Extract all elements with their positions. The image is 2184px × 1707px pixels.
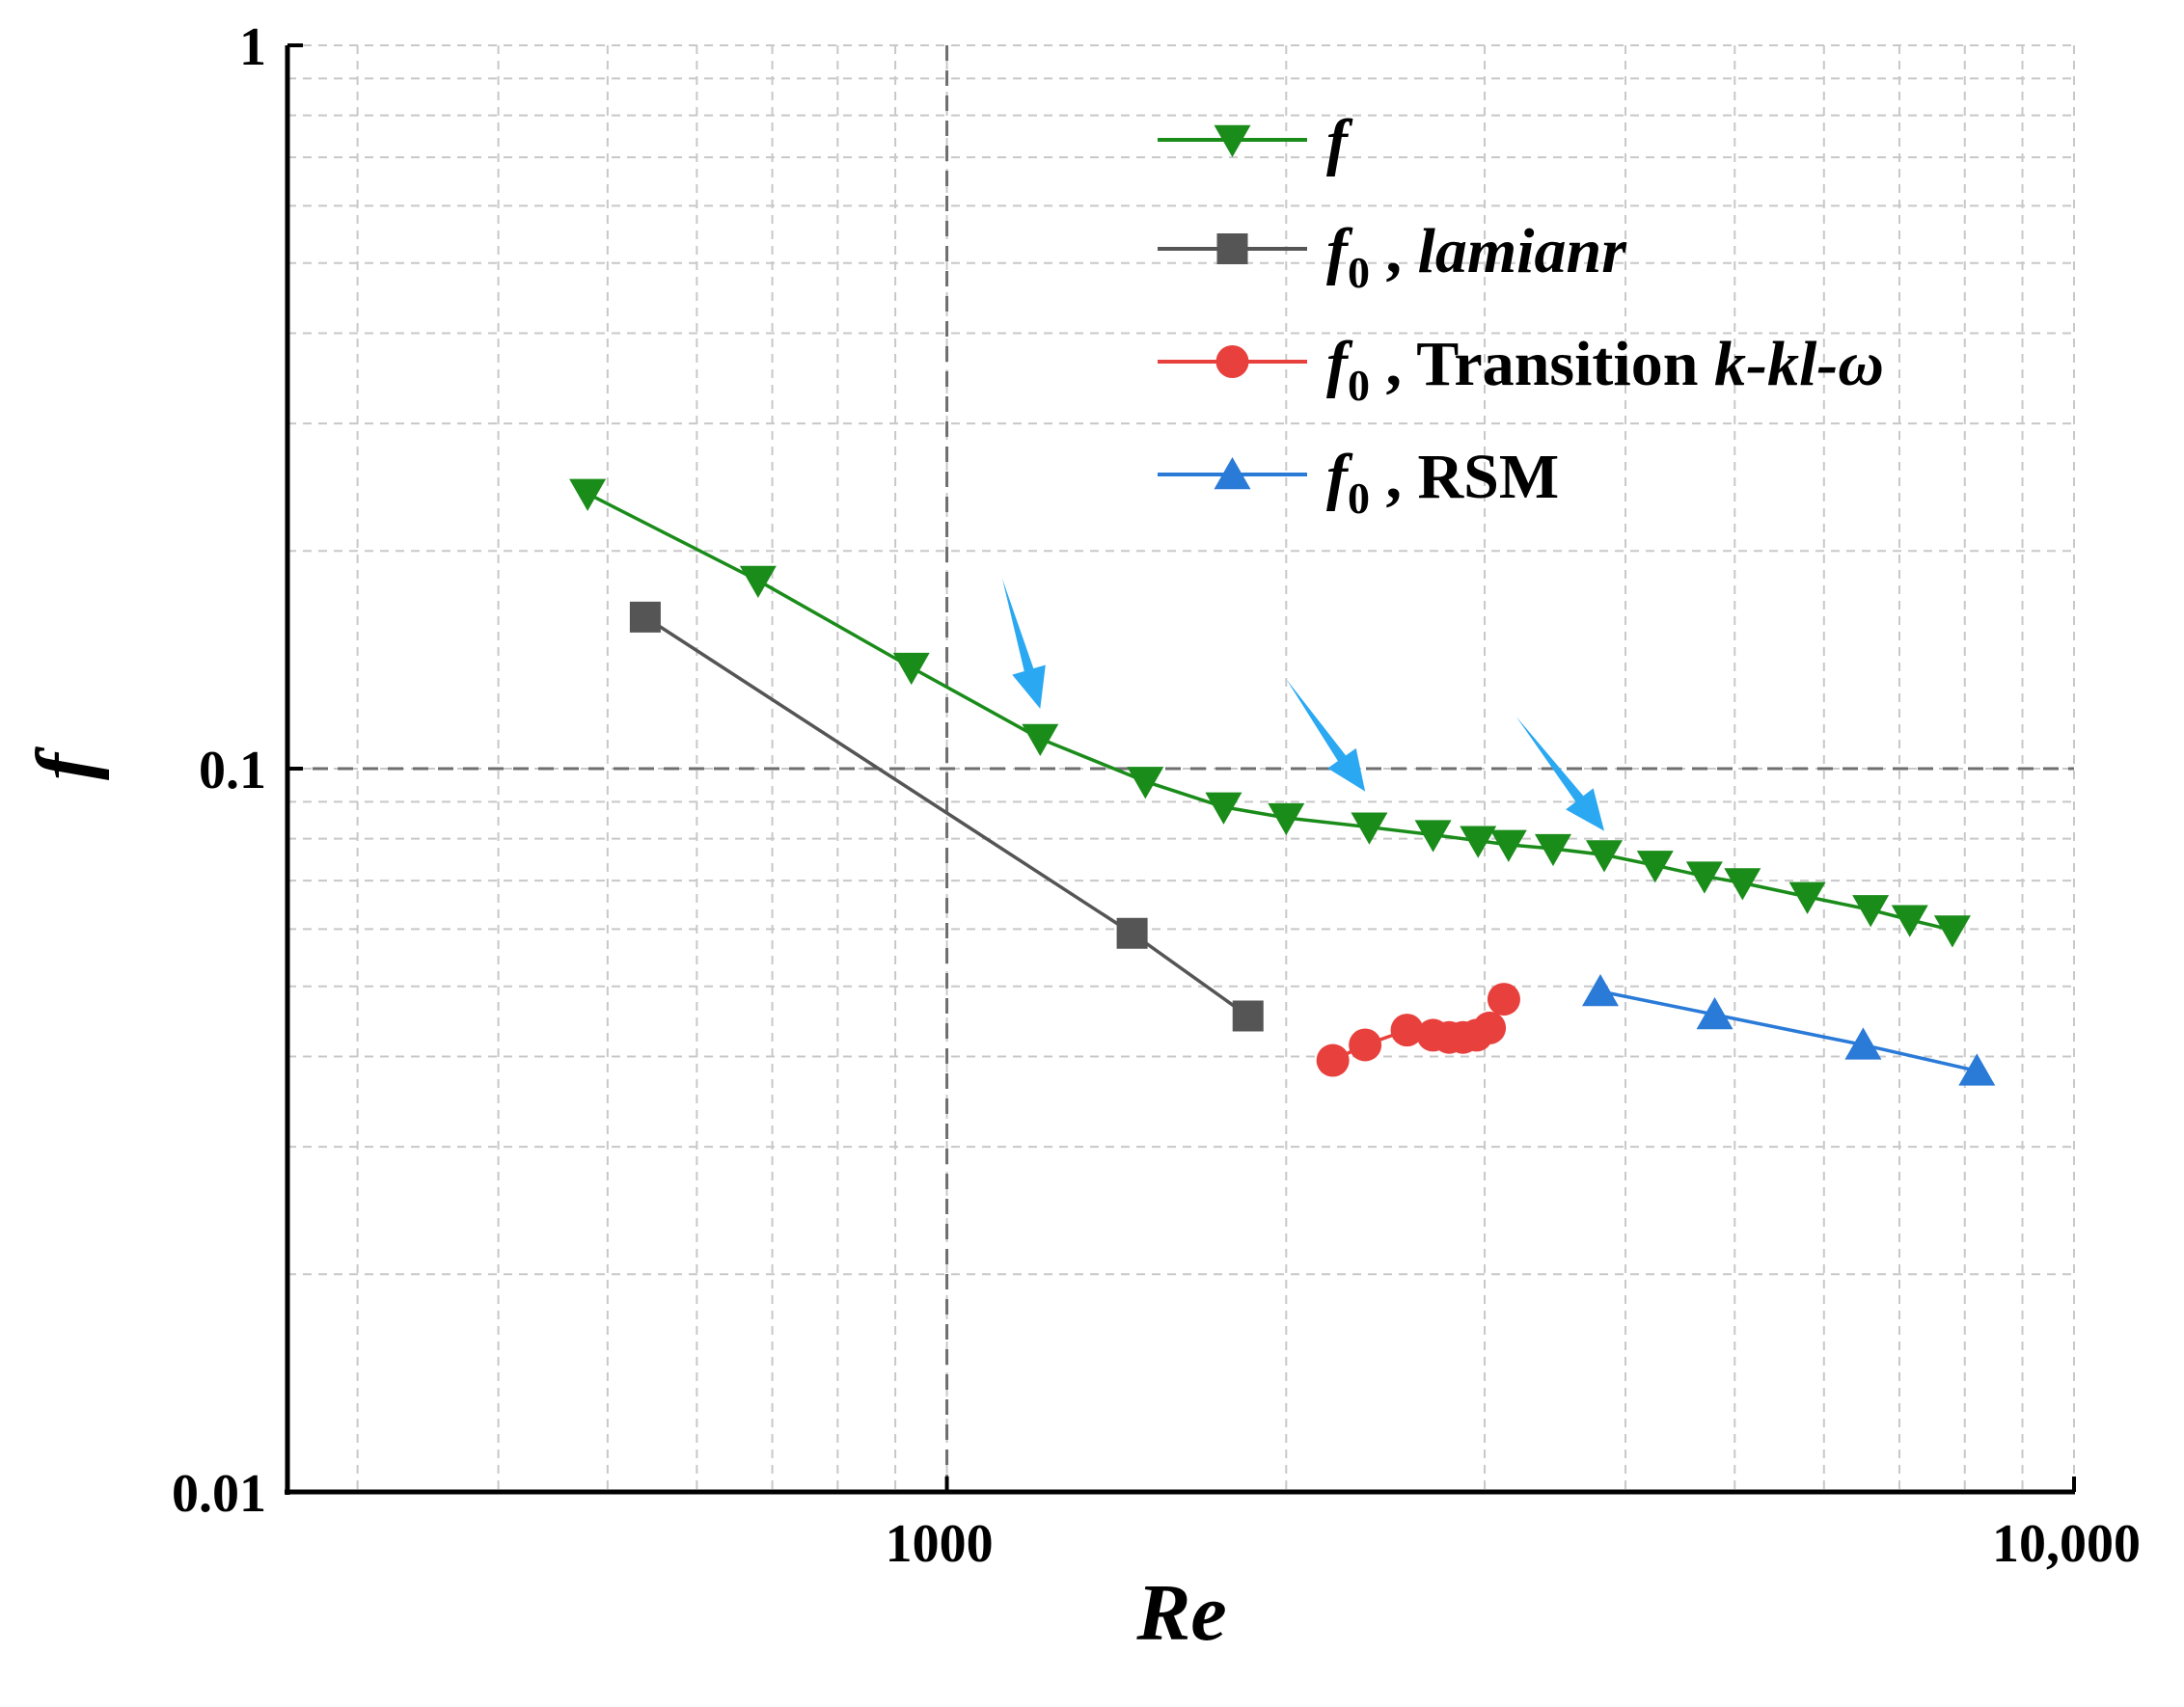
data-point [1489,829,1527,862]
data-point [892,652,930,686]
legend-item-2: f0 , Transition k-kl-ω [1158,329,1884,410]
legend-swatch-marker [1214,124,1251,158]
data-point [1891,905,1928,937]
series-layer [569,478,1996,1086]
data-point [1534,833,1571,867]
annotation-arrow [1286,679,1366,792]
data-point [1473,1011,1507,1044]
legend-label: f0 , RSM [1326,442,1559,523]
data-point [1696,997,1734,1030]
data-point [1349,1028,1382,1062]
data-point [1316,1043,1350,1077]
data-point [1205,792,1242,825]
series-1 [629,601,1264,1032]
x-axis-title: Re [1135,1568,1226,1658]
data-point [1232,1000,1264,1032]
data-point [1460,826,1497,858]
data-point [1022,723,1059,757]
data-point [1585,840,1623,873]
data-point [1958,1053,1996,1086]
legend-swatch-marker [1214,456,1251,490]
annotation-arrow [1515,717,1604,831]
legend-swatch-marker [1216,233,1248,264]
data-point [1852,895,1890,928]
legend-label: f0 , lamianr [1326,216,1627,297]
data-point [1487,983,1520,1016]
series-line [1599,989,1978,1073]
legend-item-1: f0 , lamianr [1158,216,1627,297]
data-point [569,478,607,511]
series-0 [569,478,1971,948]
reference-lines [287,45,2074,1492]
data-point [1933,915,1971,948]
data-point [1390,1014,1424,1047]
data-point [1582,973,1620,1007]
x-tick-label: 10,000 [1992,1514,2141,1574]
legend-item-3: f0 , RSM [1158,442,1559,523]
data-point [1636,851,1674,883]
y-tick-label: 0.1 [199,741,266,800]
data-point [739,565,777,598]
data-point [1127,767,1164,799]
legend-label: f0 , Transition k-kl-ω [1326,329,1884,410]
data-point [629,601,661,633]
series-2 [1316,983,1520,1077]
ticks: 0.01 0.1 1 1000 10,000 [172,17,2141,1574]
annotation-arrow [1002,579,1046,709]
data-point [1116,917,1148,949]
data-point [1685,861,1723,894]
annotations [1002,579,1604,831]
data-point [1788,881,1826,914]
data-point [1724,868,1761,901]
data-point [1844,1027,1882,1060]
y-tick-label: 1 [239,17,266,77]
y-tick-label: 0.01 [172,1464,266,1524]
grid [287,44,2075,1492]
data-point [1268,802,1305,836]
data-point [1351,812,1388,845]
data-point [1414,820,1452,853]
legend-swatch-marker [1215,345,1249,378]
series-3 [1582,973,1996,1086]
x-tick-label: 1000 [886,1514,994,1574]
